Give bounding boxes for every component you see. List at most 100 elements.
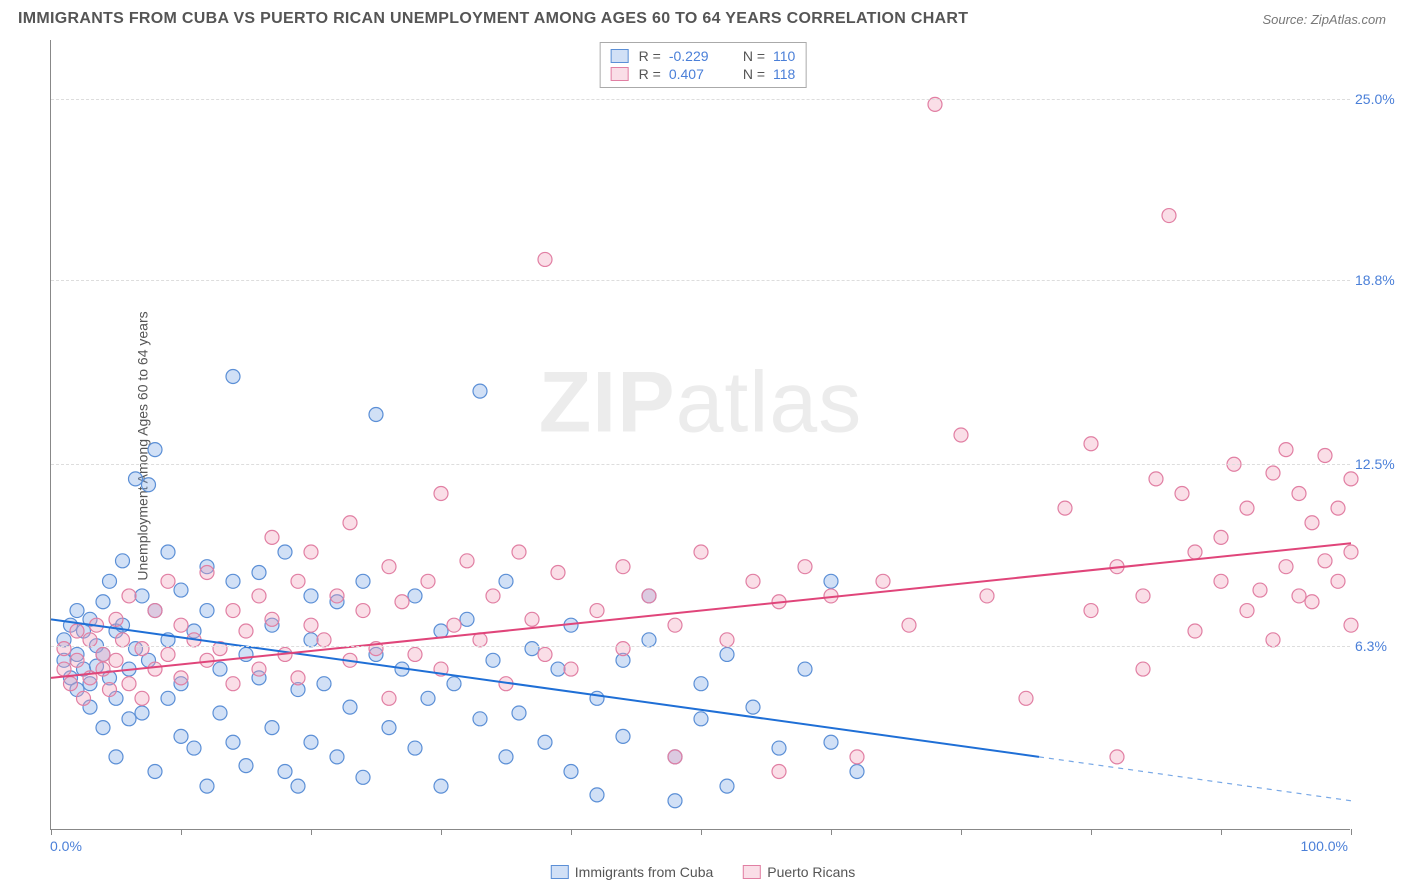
scatter-point — [1084, 437, 1098, 451]
scatter-point — [265, 721, 279, 735]
scatter-point — [980, 589, 994, 603]
scatter-point — [148, 764, 162, 778]
scatter-point — [96, 721, 110, 735]
source-attribution: Source: ZipAtlas.com — [1262, 12, 1386, 27]
scatter-point — [668, 750, 682, 764]
scatter-point — [1188, 545, 1202, 559]
legend-label: Puerto Ricans — [767, 864, 855, 880]
scatter-point — [720, 647, 734, 661]
scatter-point — [278, 764, 292, 778]
scatter-point — [161, 647, 175, 661]
scatter-point — [239, 647, 253, 661]
scatter-point — [109, 750, 123, 764]
scatter-point — [291, 779, 305, 793]
scatter-point — [1305, 595, 1319, 609]
scatter-point — [590, 788, 604, 802]
scatter-point — [395, 595, 409, 609]
scatter-point — [694, 677, 708, 691]
scatter-point — [447, 677, 461, 691]
scatter-point — [564, 662, 578, 676]
scatter-point — [1292, 487, 1306, 501]
scatter-point — [421, 691, 435, 705]
scatter-point — [304, 545, 318, 559]
scatter-point — [499, 750, 513, 764]
scatter-point — [382, 560, 396, 574]
scatter-point — [1292, 589, 1306, 603]
scatter-point — [304, 618, 318, 632]
y-tick-label: 25.0% — [1355, 91, 1405, 107]
scatter-point — [564, 764, 578, 778]
scatter-point — [1019, 691, 1033, 705]
scatter-point — [1344, 545, 1358, 559]
scatter-point — [174, 729, 188, 743]
scatter-point — [122, 712, 136, 726]
scatter-point — [1331, 574, 1345, 588]
scatter-point — [720, 779, 734, 793]
scatter-point — [954, 428, 968, 442]
scatter-point — [512, 706, 526, 720]
gridline — [51, 280, 1350, 281]
stat-r-value: -0.229 — [669, 48, 719, 64]
scatter-point — [135, 706, 149, 720]
scatter-point — [1214, 574, 1228, 588]
scatter-point — [798, 560, 812, 574]
scatter-point — [1110, 750, 1124, 764]
scatter-point — [135, 691, 149, 705]
scatter-point — [473, 712, 487, 726]
scatter-point — [129, 472, 143, 486]
scatter-point — [590, 604, 604, 618]
scatter-point — [538, 252, 552, 266]
scatter-point — [291, 671, 305, 685]
scatter-point — [96, 647, 110, 661]
scatter-point — [213, 662, 227, 676]
scatter-point — [382, 721, 396, 735]
scatter-point — [103, 574, 117, 588]
scatter-point — [824, 735, 838, 749]
scatter-point — [473, 384, 487, 398]
scatter-point — [512, 545, 526, 559]
scatter-point — [1214, 530, 1228, 544]
scatter-point — [70, 624, 84, 638]
stat-r-label: R = — [639, 66, 661, 82]
stat-r-value: 0.407 — [669, 66, 719, 82]
legend-stats-row: R =0.407N =118 — [611, 65, 796, 83]
trend-line — [51, 543, 1351, 678]
scatter-point — [798, 662, 812, 676]
y-tick-label: 18.8% — [1355, 272, 1405, 288]
scatter-point — [668, 618, 682, 632]
scatter-point — [434, 624, 448, 638]
scatter-point — [109, 612, 123, 626]
legend-swatch — [611, 67, 629, 81]
scatter-point — [161, 545, 175, 559]
scatter-point — [57, 662, 71, 676]
scatter-point — [356, 770, 370, 784]
scatter-point — [1318, 448, 1332, 462]
scatter-point — [226, 735, 240, 749]
scatter-point — [772, 764, 786, 778]
scatter-point — [1305, 516, 1319, 530]
scatter-point — [460, 612, 474, 626]
scatter-point — [694, 712, 708, 726]
scatter-point — [265, 612, 279, 626]
scatter-point — [850, 750, 864, 764]
legend-stats: R =-0.229N =110R =0.407N =118 — [600, 42, 807, 88]
scatter-point — [226, 604, 240, 618]
scatter-point — [148, 662, 162, 676]
scatter-point — [668, 794, 682, 808]
scatter-point — [538, 647, 552, 661]
scatter-point — [538, 735, 552, 749]
scatter-point — [1318, 554, 1332, 568]
scatter-point — [850, 764, 864, 778]
scatter-point — [291, 574, 305, 588]
scatter-point — [447, 618, 461, 632]
scatter-point — [824, 574, 838, 588]
scatter-point — [252, 662, 266, 676]
x-tick — [831, 829, 832, 835]
scatter-point — [252, 589, 266, 603]
scatter-point — [1240, 501, 1254, 515]
trend-line-dashed — [1039, 757, 1351, 801]
scatter-point — [772, 741, 786, 755]
scatter-point — [616, 729, 630, 743]
x-axis-max-label: 100.0% — [1301, 838, 1348, 854]
scatter-point — [174, 671, 188, 685]
